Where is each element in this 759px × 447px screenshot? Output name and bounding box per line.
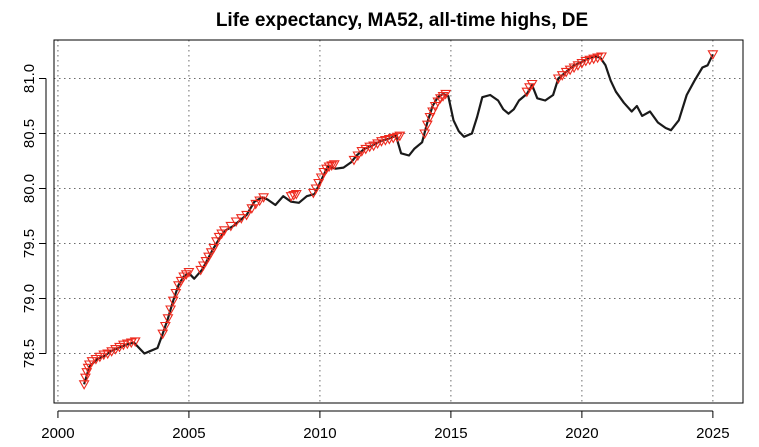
all-time-high-marker: [162, 314, 174, 324]
all-time-high-marker: [129, 337, 141, 348]
all-time-high-marker: [254, 196, 266, 207]
all-time-high-marker: [372, 139, 383, 150]
all-time-high-marker: [90, 354, 102, 365]
all-time-high-marker: [427, 107, 438, 118]
all-time-high-marker: [290, 189, 302, 200]
all-time-high-marker: [313, 178, 325, 189]
y-tick-label-79.0: 79.0: [21, 284, 38, 313]
all-time-high-marker: [106, 347, 118, 357]
all-time-high-marker: [310, 184, 322, 195]
x-tick-label-2010: 2010: [303, 425, 336, 442]
all-time-high-marker: [356, 147, 368, 157]
all-time-high-marker: [86, 357, 98, 367]
all-time-high-marker: [94, 352, 106, 363]
all-time-high-marker: [159, 321, 171, 332]
all-time-high-marker: [437, 92, 449, 102]
all-time-high-marker: [424, 112, 436, 123]
plot-frame: [53, 39, 744, 404]
x-tick-label-2025: 2025: [696, 425, 729, 442]
all-time-high-marker: [180, 270, 192, 280]
all-time-high-marker: [391, 132, 403, 143]
all-time-high-marker: [434, 94, 446, 104]
all-time-high-marker: [230, 217, 242, 228]
x-tick-label-2005: 2005: [172, 425, 205, 442]
all-time-high-marker: [323, 162, 335, 173]
all-time-high-marker: [235, 214, 247, 224]
all-time-high-marker: [348, 155, 360, 166]
all-time-high-marker: [564, 65, 576, 76]
all-time-high-marker: [440, 89, 452, 100]
all-time-high-marker: [285, 192, 297, 202]
all-time-high-marker: [328, 160, 340, 170]
x-tick-label-2015: 2015: [434, 425, 467, 442]
all-time-high-marker: [241, 210, 252, 221]
all-time-high-marker: [360, 144, 372, 155]
y-tick-label-80.0: 80.0: [21, 174, 38, 203]
all-time-high-marker: [258, 193, 270, 203]
all-time-high-marker: [576, 59, 588, 69]
all-time-high-marker: [183, 268, 195, 278]
grid: [54, 40, 743, 403]
all-time-high-markers: [78, 50, 719, 390]
all-time-high-marker: [368, 141, 380, 152]
series-layer: [78, 50, 719, 390]
all-time-high-marker: [178, 272, 190, 283]
all-time-high-marker: [102, 349, 114, 360]
chart-title: Life expectancy, MA52, all-time highs, D…: [216, 10, 588, 31]
all-time-high-marker: [352, 151, 364, 162]
y-tick-label-81.0: 81.0: [21, 64, 38, 93]
axes: 2000 2005 2010 2015 2020 2025 78.5 79.0 79.5 80.0…: [21, 39, 744, 442]
all-time-high-marker: [167, 296, 179, 307]
all-time-high-marker: [707, 50, 719, 60]
all-time-high-marker: [288, 191, 300, 201]
all-time-high-marker: [552, 74, 564, 85]
all-time-high-marker: [572, 61, 584, 71]
all-time-high-marker: [560, 67, 572, 78]
all-time-high-marker: [170, 288, 182, 299]
y-tick-label-80.5: 80.5: [21, 119, 38, 148]
all-time-high-marker: [157, 329, 169, 340]
all-time-high-marker: [250, 199, 262, 210]
all-time-high-marker: [114, 342, 125, 353]
all-time-high-marker: [246, 204, 258, 214]
all-time-high-marker: [419, 129, 431, 140]
y-tick-label-79.5: 79.5: [21, 229, 38, 258]
y-tick-label-78.5: 78.5: [21, 339, 38, 368]
all-time-high-marker: [110, 345, 122, 355]
all-time-high-marker: [315, 173, 327, 184]
all-time-high-marker: [321, 164, 332, 175]
all-time-high-marker: [556, 71, 568, 81]
all-time-high-marker: [81, 368, 93, 378]
all-time-high-marker: [326, 161, 338, 172]
all-time-high-marker: [568, 63, 580, 74]
all-time-high-marker: [421, 120, 433, 131]
all-time-high-marker: [596, 52, 607, 63]
all-time-high-marker: [526, 79, 538, 90]
all-time-high-marker: [218, 226, 230, 236]
x-tick-label-2020: 2020: [565, 425, 598, 442]
series-line: [83, 53, 714, 385]
all-time-high-marker: [165, 305, 177, 316]
x-tick-label-2000: 2000: [41, 425, 74, 442]
all-time-high-marker: [225, 221, 237, 232]
all-time-high-marker: [208, 243, 220, 254]
all-time-high-marker: [394, 131, 406, 142]
